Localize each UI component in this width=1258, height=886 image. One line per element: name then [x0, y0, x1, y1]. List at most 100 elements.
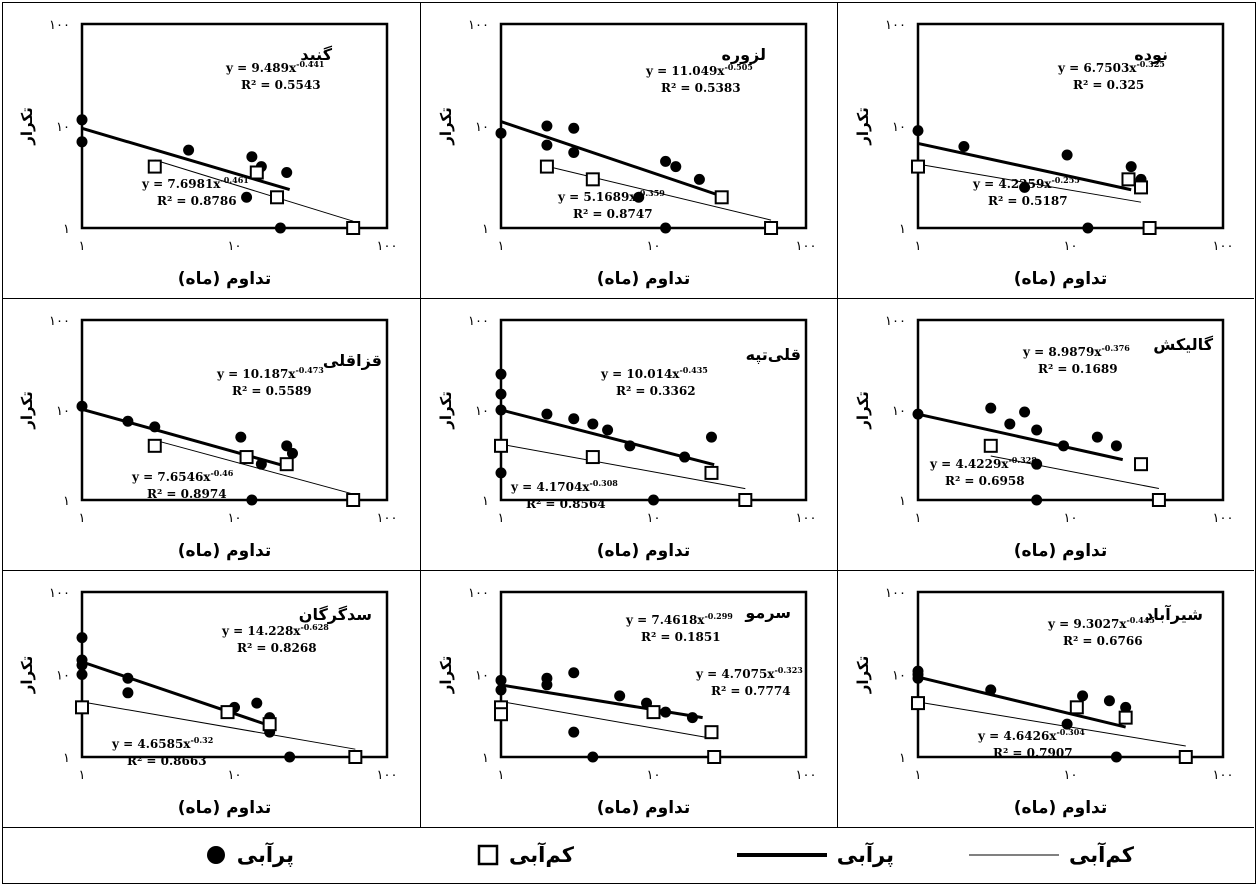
dry-point	[714, 190, 729, 205]
wet-point	[122, 415, 134, 427]
chart-title: سرمو	[744, 603, 791, 622]
y-tick-label: ۱۰۰	[49, 586, 70, 601]
x-tick-label: ۱۰	[1064, 511, 1078, 526]
dry-point	[1069, 700, 1084, 715]
wet-trend-line	[917, 141, 1132, 192]
dry-point	[1134, 180, 1149, 195]
wet-point	[1082, 222, 1094, 234]
y-tick-label: ۱۰	[892, 120, 906, 135]
x-axis-label: تداوم (ماه)	[178, 798, 271, 818]
dry-point	[75, 700, 89, 715]
wet-point	[1004, 418, 1016, 430]
trend-r2: R² = 0.5383	[661, 81, 741, 95]
wet-point	[281, 167, 293, 179]
trend-equation: y = 4.2259x-0.255	[972, 175, 1080, 191]
chart-panel: ۱ ۱۰ ۱۰۰ ۱ ۱۰ ۱۰۰ تداوم (ماه) تکرار قزاقلی y = 10…	[2, 298, 420, 570]
y-tick-label: ۱۰۰	[885, 18, 906, 33]
wet-point	[495, 674, 507, 686]
plot-area	[80, 318, 389, 502]
dry-trend-line	[500, 443, 746, 490]
wet-point	[284, 751, 296, 763]
wet-point	[660, 706, 672, 718]
trend-r2: R² = 0.8564	[526, 497, 606, 511]
wet-point	[912, 125, 924, 137]
y-tick-label: ۱۰	[475, 120, 489, 135]
dry-point	[348, 750, 363, 764]
thin-line-icon	[968, 854, 1059, 856]
plot-area	[916, 22, 1225, 230]
trend-equation: y = 9.3027x-0.445	[1047, 615, 1155, 631]
y-tick-label: ۱۰	[892, 404, 906, 419]
dry-trend-line	[81, 701, 356, 750]
dry-point	[147, 159, 162, 174]
dry-point	[346, 493, 361, 507]
dry-point	[279, 457, 294, 472]
x-tick-label: ۱۰	[647, 768, 661, 783]
x-tick-label: ۱۰۰	[377, 239, 398, 254]
chart-panel: ۱ ۱۰ ۱۰۰ ۱ ۱۰ ۱۰۰ تداوم (ماه) تکرار گالیکش y = 8.…	[838, 298, 1256, 570]
trend-r2: R² = 0.1851	[641, 630, 721, 644]
plot-area	[916, 318, 1225, 502]
wet-point	[1019, 406, 1031, 418]
trend-r2: R² = 0.8747	[573, 207, 653, 221]
wet-point	[122, 672, 134, 684]
dry-point	[270, 190, 285, 205]
x-tick-label: ۱۰	[647, 239, 661, 254]
wet-trend-line	[500, 120, 723, 198]
x-tick-label: ۱	[79, 511, 86, 526]
dry-trend-line	[546, 165, 772, 221]
dry-trend-line	[500, 701, 715, 740]
trend-r2: R² = 0.5543	[241, 78, 321, 92]
dry-point	[646, 705, 661, 720]
wet-point	[633, 191, 645, 203]
y-axis-label: تکرار	[854, 107, 872, 145]
chart-title: لزوره	[721, 45, 766, 64]
dry-point	[1178, 750, 1193, 764]
x-tick-label: ۱۰۰	[377, 768, 398, 783]
chart-title: سدگرگان	[299, 605, 372, 624]
chart-title: شیرآباد	[1145, 604, 1203, 624]
chart-panel: ۱ ۱۰ ۱۰۰ ۱ ۱۰ ۱۰۰ تداوم (ماه) تکرار لزوره y = 11.…	[421, 2, 839, 298]
wet-point	[251, 697, 263, 709]
wet-point	[1110, 440, 1122, 452]
trend-r2: R² = 0.7907	[993, 746, 1073, 760]
wet-point	[568, 413, 580, 425]
wet-point	[241, 191, 253, 203]
wet-point	[235, 431, 247, 443]
y-tick-label: ۱۰	[475, 404, 489, 419]
wet-point	[602, 424, 614, 436]
chart-panel: ۱ ۱۰ ۱۰۰ ۱ ۱۰ ۱۰۰ تداوم (ماه) تکرار گنبد y = 9.48…	[2, 2, 420, 298]
y-tick-label: ۱۰	[56, 120, 70, 135]
x-tick-label: ۱	[498, 511, 505, 526]
x-tick-label: ۱	[915, 511, 922, 526]
x-tick-label: ۱۰۰	[796, 239, 817, 254]
y-axis-label: تکرار	[437, 107, 455, 145]
plot-area	[499, 590, 808, 759]
y-tick-label: ۱۰	[892, 669, 906, 684]
trend-r2: R² = 0.8268	[237, 641, 317, 655]
wet-point	[541, 139, 553, 151]
y-tick-label: ۱۰۰	[49, 18, 70, 33]
wet-point	[912, 672, 924, 684]
x-axis-label: تداوم (ماه)	[597, 269, 690, 289]
y-axis-label: تکرار	[18, 107, 36, 145]
wet-point	[76, 669, 88, 680]
wet-point	[624, 440, 636, 452]
wet-point	[1031, 458, 1043, 470]
x-axis-label: تداوم (ماه)	[178, 269, 271, 289]
wet-point	[660, 155, 672, 167]
wet-trend-line	[917, 412, 1124, 462]
dry-point	[1151, 493, 1166, 507]
trend-r2: R² = 0.8974	[147, 487, 227, 501]
wet-point	[495, 467, 507, 479]
chart-title: نوده	[1134, 45, 1168, 64]
trend-equation: y = 6.7503x-0.325	[1057, 59, 1165, 75]
y-axis-label: تکرار	[854, 391, 872, 429]
dry-point	[239, 450, 254, 465]
trend-equation: y = 11.049x-0.505	[645, 62, 753, 78]
y-tick-label: ۱۰۰	[885, 586, 906, 601]
dry-trend-line	[917, 163, 1142, 203]
chart-panel: ۱ ۱۰ ۱۰۰ ۱ ۱۰ ۱۰۰ تداوم (ماه) تکرار شیرآباد y = 9…	[838, 570, 1256, 827]
